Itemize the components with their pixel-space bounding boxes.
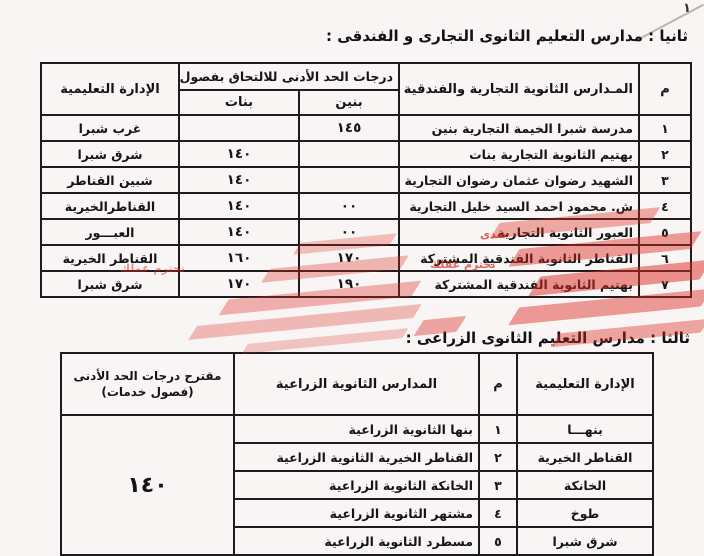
admin-name: غرب شبرا — [39, 114, 180, 142]
admin-name: الخانكة — [516, 470, 654, 500]
admin-name: شرق شبرا — [39, 270, 180, 298]
merged-min-score: ١٤٠ — [60, 414, 235, 556]
table-row: ٦ القناطر الثانوية الفندقية المشتركة ١٧٠… — [39, 244, 692, 272]
boys-score: ١٩٠ — [298, 270, 400, 298]
row-number: ٢ — [478, 442, 518, 472]
col-header-girls: بنات — [177, 89, 301, 116]
table-row: القناطر الخيرية ٢ القناطر الخيرية الثانو… — [61, 442, 654, 472]
section-title-agricultural: ثالثا : مدارس التعليم الثانوى الزراعى : — [405, 329, 690, 347]
table-row: ١ مدرسة شبرا الخيمة التجارية بنين ١٤٥ غر… — [39, 114, 692, 142]
table-row: شرق شبرا ٥ مسطرد الثانوية الزراعية — [61, 526, 654, 556]
girls-score: ١٦٠ — [177, 244, 301, 272]
row-number: ٤ — [638, 192, 692, 220]
girls-score: ١٤٠ — [177, 140, 301, 168]
boys-score: ٠٠ — [298, 218, 400, 246]
girls-score: ١٧٠ — [177, 270, 301, 298]
school-name: الشهيد رضوان عثمان رضوان التجارية بنات — [398, 166, 640, 194]
school-name: مشتهر الثانوية الزراعية — [233, 498, 480, 528]
watermark-stripe — [188, 304, 422, 340]
admin-name: القناطر الخيرية — [516, 442, 654, 472]
table-row: ٣ الشهيد رضوان عثمان رضوان التجارية بنات… — [39, 166, 692, 194]
row-number: ٤ — [478, 498, 518, 528]
school-name: القناطر الخيرية الثانوية الزراعية — [233, 442, 480, 472]
school-name: مسطرد الثانوية الزراعية — [233, 526, 480, 556]
col-header-school-name: المدارس الثانوية الزراعية — [233, 352, 480, 416]
school-name: العبور الثانوية التجارية — [398, 218, 640, 246]
boys-score — [298, 166, 400, 194]
row-number: ٣ — [638, 166, 692, 194]
table-row: الخانكة ٣ الخانكة الثانوية الزراعية — [61, 470, 654, 500]
row-number: ٥ — [478, 526, 518, 556]
admin-name: القناطرالخيرية — [39, 192, 180, 220]
admin-name: شرق شبرا — [39, 140, 180, 168]
table-row: طوخ ٤ مشتهر الثانوية الزراعية — [61, 498, 654, 528]
school-name: بهتيم الثانوية التجارية بنات — [398, 140, 640, 168]
girls-score: ١٤٠ — [177, 166, 301, 194]
school-name: بنها الثانوية الزراعية — [233, 414, 480, 444]
admin-name: العبـــور — [39, 218, 180, 246]
row-number: ٣ — [478, 470, 518, 500]
commercial-schools-table: م المـدارس الثانوية التجارية والفندقية د… — [39, 62, 692, 298]
row-number: ١ — [478, 414, 518, 444]
boys-score: ٠٠ — [298, 192, 400, 220]
col-header-min-scores-group: درجات الحد الأدنى للالتحاق بفصول الخدمات — [177, 62, 401, 91]
col-header-number: م — [478, 352, 518, 416]
row-number: ٦ — [638, 244, 692, 272]
school-name: الخانكة الثانوية الزراعية — [233, 470, 480, 500]
admin-name: القناطر الخيرية — [39, 244, 180, 272]
col-header-number: م — [638, 62, 692, 116]
school-name: ش. محمود احمد السيد خليل التجارية — [398, 192, 640, 220]
row-number: ١ — [638, 114, 692, 142]
score-header-line1: مقترح درجات الحد الأدنى — [73, 368, 222, 383]
scan-artifact-mark: ١ — [683, 1, 691, 16]
score-header-line2: (فصول خدمات) — [101, 385, 194, 399]
table-row: ٢ بهتيم الثانوية التجارية بنات ١٤٠ شرق ش… — [39, 140, 692, 168]
boys-score: ١٧٠ — [298, 244, 400, 272]
col-header-boys: بنين — [298, 89, 400, 116]
col-header-proposed-min-score: مقترح درجات الحد الأدنى (فصول خدمات) — [60, 352, 235, 416]
girls-score: ١٤٠ — [177, 218, 301, 246]
section-title-commercial: ثانيا : مدارس التعليم الثانوى التجارى و … — [326, 27, 688, 45]
admin-name: شرق شبرا — [516, 526, 654, 556]
table-row: بنهـــا ١ بنها الثانوية الزراعية ١٤٠ — [60, 414, 654, 556]
row-number: ٧ — [638, 270, 692, 298]
school-name: بهتيم الثانوية الفندقية المشتركة — [398, 270, 640, 298]
school-name: مدرسة شبرا الخيمة التجارية بنين — [398, 114, 640, 142]
agricultural-schools-table: الإدارة التعليمية م المدارس الثانوية الز… — [60, 352, 654, 556]
admin-name: طوخ — [516, 498, 654, 528]
school-name: القناطر الثانوية الفندقية المشتركة — [398, 244, 640, 272]
col-header-admin: الإدارة التعليمية — [516, 352, 654, 416]
boys-score — [298, 140, 400, 168]
table-row: ٧ بهتيم الثانوية الفندقية المشتركة ١٩٠ ١… — [39, 270, 692, 298]
girls-score: ١٤٠ — [177, 192, 301, 220]
admin-name: شبين القناطر — [39, 166, 180, 194]
boys-score: ١٤٥ — [298, 114, 400, 142]
table-row: ٤ ش. محمود احمد السيد خليل التجارية ٠٠ ١… — [39, 192, 692, 220]
table-row: ٥ العبور الثانوية التجارية ٠٠ ١٤٠ العبــ… — [39, 218, 692, 246]
row-number: ٥ — [638, 218, 692, 246]
col-header-admin: الإدارة التعليمية — [39, 62, 180, 116]
row-number: ٢ — [638, 140, 692, 168]
col-header-school-name: المـدارس الثانوية التجارية والفندقية — [398, 62, 640, 116]
admin-name: بنهـــا — [516, 414, 654, 444]
girls-score — [177, 114, 301, 142]
watermark-stripe — [241, 328, 409, 354]
